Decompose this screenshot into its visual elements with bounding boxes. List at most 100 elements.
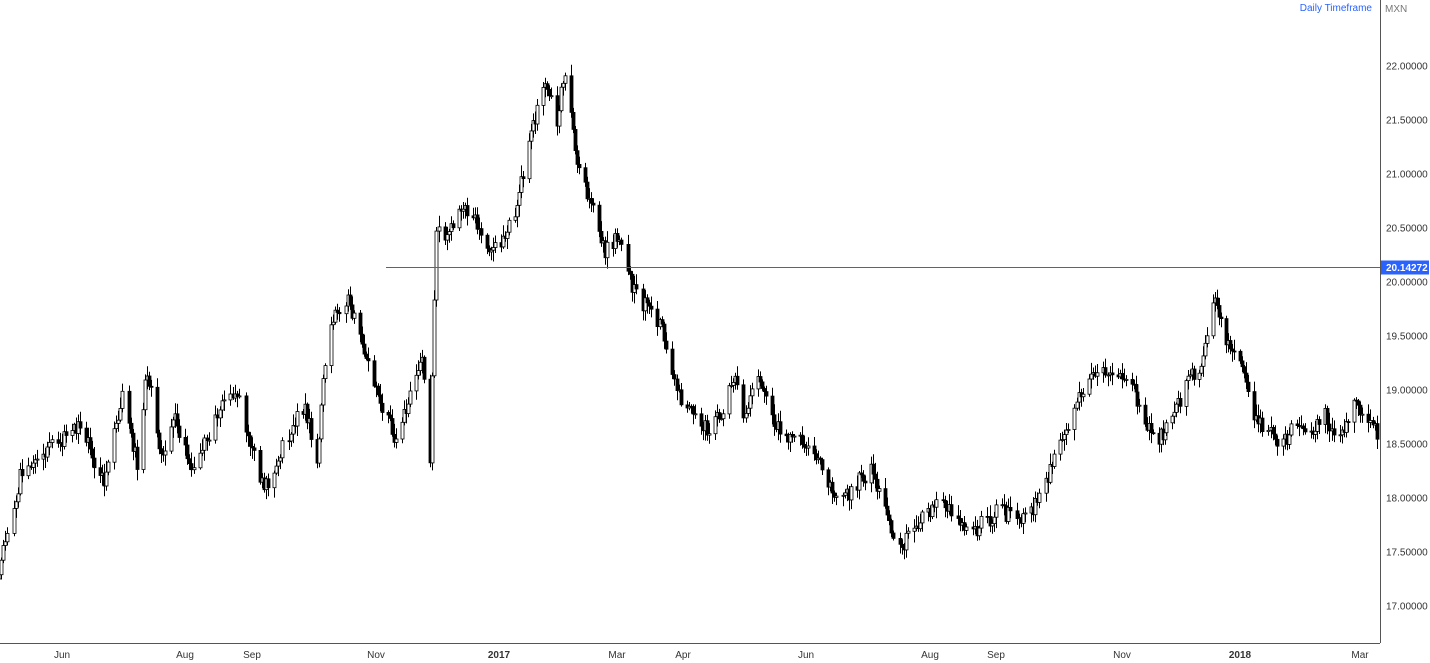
candle bbox=[1044, 471, 1049, 502]
candle-body bbox=[918, 522, 923, 530]
candle-body bbox=[1103, 367, 1108, 376]
candle bbox=[1143, 397, 1148, 427]
candle bbox=[1110, 362, 1115, 386]
candle bbox=[1246, 374, 1251, 397]
candle-body bbox=[741, 384, 746, 419]
candle bbox=[1033, 491, 1038, 523]
candle bbox=[155, 378, 160, 438]
candle-body bbox=[78, 421, 83, 429]
candle-body bbox=[280, 440, 285, 459]
candle bbox=[1275, 435, 1280, 456]
candle bbox=[1023, 507, 1028, 523]
candle bbox=[493, 235, 498, 253]
candle bbox=[112, 421, 117, 470]
candle-body bbox=[679, 389, 684, 406]
candle-body bbox=[1317, 419, 1322, 425]
candle-body bbox=[14, 501, 19, 509]
candle-body bbox=[485, 234, 490, 249]
candle bbox=[626, 234, 631, 276]
candle-body bbox=[589, 197, 594, 204]
candle-body bbox=[228, 393, 233, 401]
candle bbox=[406, 397, 411, 418]
candle bbox=[1340, 426, 1345, 444]
candle-body bbox=[116, 419, 121, 424]
candle-body bbox=[1170, 415, 1175, 424]
candle-body bbox=[1281, 438, 1286, 447]
candle bbox=[820, 457, 825, 475]
candle bbox=[1205, 327, 1210, 348]
candle bbox=[443, 222, 448, 245]
candle-body bbox=[675, 378, 680, 392]
candle bbox=[664, 332, 669, 354]
candle bbox=[50, 435, 55, 449]
candle-body bbox=[183, 436, 188, 446]
candle-body bbox=[812, 445, 817, 455]
candle bbox=[1295, 419, 1300, 429]
candle bbox=[655, 301, 660, 336]
candle-body bbox=[1332, 428, 1337, 436]
candle-body bbox=[358, 312, 363, 335]
candle-body bbox=[569, 75, 574, 113]
candle-body bbox=[12, 508, 17, 534]
candle-body bbox=[577, 163, 582, 169]
candle-body bbox=[979, 516, 984, 529]
candle-body bbox=[1356, 400, 1361, 406]
candle-body bbox=[222, 399, 227, 402]
candle-body bbox=[289, 433, 294, 442]
candle-body bbox=[465, 205, 470, 217]
candle-body bbox=[1008, 506, 1013, 512]
candle bbox=[521, 171, 526, 188]
candle bbox=[699, 407, 704, 435]
candle-body bbox=[120, 390, 125, 409]
candle bbox=[1037, 488, 1042, 509]
candle bbox=[619, 237, 624, 252]
candle-body bbox=[366, 358, 371, 362]
candle bbox=[1344, 412, 1349, 438]
candle-body bbox=[744, 412, 749, 419]
candle-body bbox=[772, 414, 777, 427]
candle-body bbox=[1199, 365, 1204, 374]
candle-body bbox=[1197, 372, 1202, 380]
candle-body bbox=[129, 422, 134, 434]
candle-body bbox=[1081, 393, 1086, 398]
candle bbox=[400, 417, 405, 444]
candle bbox=[192, 456, 197, 474]
candle bbox=[1375, 415, 1380, 449]
candle bbox=[557, 105, 562, 134]
candle-body bbox=[1110, 372, 1115, 376]
candle-body bbox=[378, 394, 383, 404]
y-tick-label: 18.00000 bbox=[1386, 494, 1428, 505]
candle bbox=[135, 439, 140, 481]
candle bbox=[1289, 420, 1294, 437]
candle bbox=[672, 370, 677, 386]
candle-body bbox=[561, 82, 566, 88]
candle bbox=[244, 392, 249, 443]
candle bbox=[185, 435, 190, 465]
candle-body bbox=[479, 228, 484, 236]
candle-body bbox=[1137, 404, 1142, 407]
candle-body bbox=[857, 472, 862, 491]
candle bbox=[569, 64, 574, 118]
candle-body bbox=[1273, 433, 1278, 440]
candle-body bbox=[321, 378, 326, 406]
candle-body bbox=[806, 445, 811, 449]
candle bbox=[1260, 411, 1265, 437]
candle bbox=[1201, 346, 1206, 377]
candle-body bbox=[1346, 421, 1351, 424]
x-tick-label: Aug bbox=[176, 650, 194, 661]
candle bbox=[479, 222, 484, 244]
candle-body bbox=[1089, 373, 1094, 380]
candle-body bbox=[1215, 297, 1220, 306]
candle-body bbox=[647, 302, 652, 307]
candle bbox=[1066, 423, 1071, 433]
candle-body bbox=[451, 223, 456, 229]
candle-body bbox=[1130, 378, 1135, 385]
candle bbox=[390, 409, 395, 437]
candle bbox=[756, 369, 761, 397]
candle-body bbox=[1203, 342, 1208, 357]
candle bbox=[333, 306, 338, 325]
candle bbox=[64, 424, 69, 443]
candle-body bbox=[830, 481, 835, 494]
candle bbox=[465, 197, 470, 226]
